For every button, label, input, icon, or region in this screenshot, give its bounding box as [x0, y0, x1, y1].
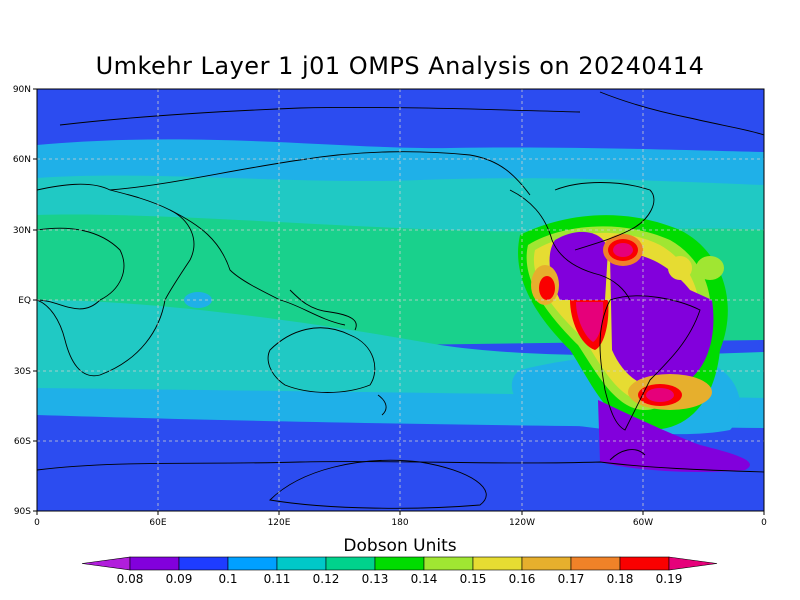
colorbar-segment — [472, 556, 523, 571]
lat-label: 30S — [14, 367, 31, 377]
colorbar-segment — [570, 556, 621, 571]
colorbar-label: 0.15 — [460, 572, 487, 586]
colorbar-label: 0.09 — [166, 572, 193, 586]
colorbar-label: 0.11 — [264, 572, 291, 586]
colorbar-end-low — [81, 556, 131, 571]
colorbar-label: 0.12 — [313, 572, 340, 586]
colorbar-segment — [276, 556, 327, 571]
lat-label: 30N — [13, 226, 31, 236]
map-title: Umkehr Layer 1 j01 OMPS Analysis on 2024… — [95, 52, 705, 80]
colorbar-segment — [521, 556, 572, 571]
colorbar-segment — [178, 556, 229, 571]
colorbar-label: 0.18 — [607, 572, 634, 586]
colorbar — [81, 556, 718, 571]
lon-label: 0 — [34, 518, 40, 528]
colorbar-segment — [374, 556, 425, 571]
colorbar-label: 0.16 — [509, 572, 536, 586]
lon-label: 60W — [633, 518, 653, 528]
colorbar-label: 0.08 — [117, 572, 144, 586]
colorbar-end-high — [668, 556, 718, 571]
lat-label: 60N — [13, 155, 31, 165]
colorbar-segment — [227, 556, 278, 571]
colorbar-label: 0.13 — [362, 572, 389, 586]
grid-lines — [37, 89, 764, 511]
latitude-labels: 90N 60N 30N EQ 30S 60S 90S — [13, 85, 31, 517]
coastlines — [37, 91, 764, 509]
colorbar-labels: 0.08 0.09 0.1 0.11 0.12 0.13 0.14 0.15 0… — [117, 572, 683, 586]
colorbar-segment — [129, 556, 180, 571]
axis-ticks — [33, 88, 765, 515]
longitude-labels: 0 60E 120E 180 120W 60W 0 — [34, 518, 767, 528]
lon-label: 120W — [509, 518, 535, 528]
lon-label: 60E — [149, 518, 166, 528]
lon-label: 0 — [761, 518, 767, 528]
lat-label: 90N — [13, 85, 31, 95]
colorbar-segment — [325, 556, 376, 571]
lon-label: 180 — [391, 518, 408, 528]
colorbar-segment — [423, 556, 474, 571]
colorbar-segment — [619, 556, 670, 571]
colorbar-label: 0.14 — [411, 572, 438, 586]
lat-label: EQ — [18, 296, 31, 306]
lat-label: 90S — [14, 507, 31, 517]
colorbar-title: Dobson Units — [343, 536, 457, 556]
colorbar-label: 0.19 — [656, 572, 683, 586]
colorbar-label: 0.17 — [558, 572, 585, 586]
colorbar-label: 0.1 — [218, 572, 237, 586]
lon-label: 120E — [268, 518, 291, 528]
lat-label: 60S — [14, 437, 31, 447]
